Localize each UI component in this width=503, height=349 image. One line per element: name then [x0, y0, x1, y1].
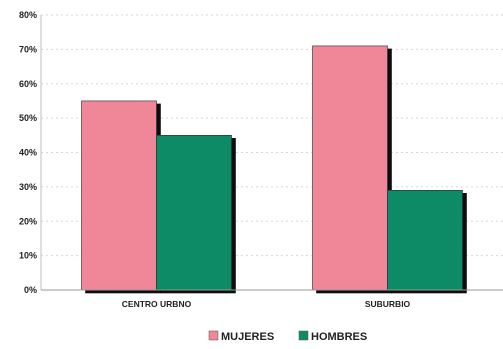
y-tick-label: 60%: [19, 79, 37, 89]
bar-hombres-2: [387, 190, 463, 291]
y-tick-label: 50%: [19, 113, 37, 123]
bar-mujeres-2: [312, 45, 388, 291]
y-tick-label: 40%: [19, 148, 37, 158]
legend-label-mujeres: MUJERES: [221, 331, 274, 343]
y-tick-label: 10%: [19, 251, 37, 261]
x-axis: CENTRO URBNO SUBURBIO: [41, 289, 503, 309]
legend-swatch-mujeres: [208, 330, 219, 341]
y-tick-label: 0%: [24, 285, 37, 295]
y-tick-label: 30%: [19, 182, 37, 192]
x-tick-label: SUBURBIO: [365, 299, 411, 309]
legend-swatch-hombres: [298, 330, 309, 341]
y-tick-label: 80%: [19, 10, 37, 20]
y-tick-label: 20%: [19, 216, 37, 226]
x-tick-label: CENTRO URBNO: [122, 299, 192, 309]
legend-label-hombres: HOMBRES: [311, 331, 367, 343]
bars: [81, 45, 463, 291]
y-tick-label: 70%: [19, 44, 37, 54]
bar-hombres-1: [156, 135, 232, 291]
bar-mujeres-1: [81, 100, 157, 291]
legend: MUJERES HOMBRES: [208, 330, 367, 343]
y-axis: 0% 10% 20% 30% 40% 50% 60% 70% 80%: [19, 10, 42, 295]
